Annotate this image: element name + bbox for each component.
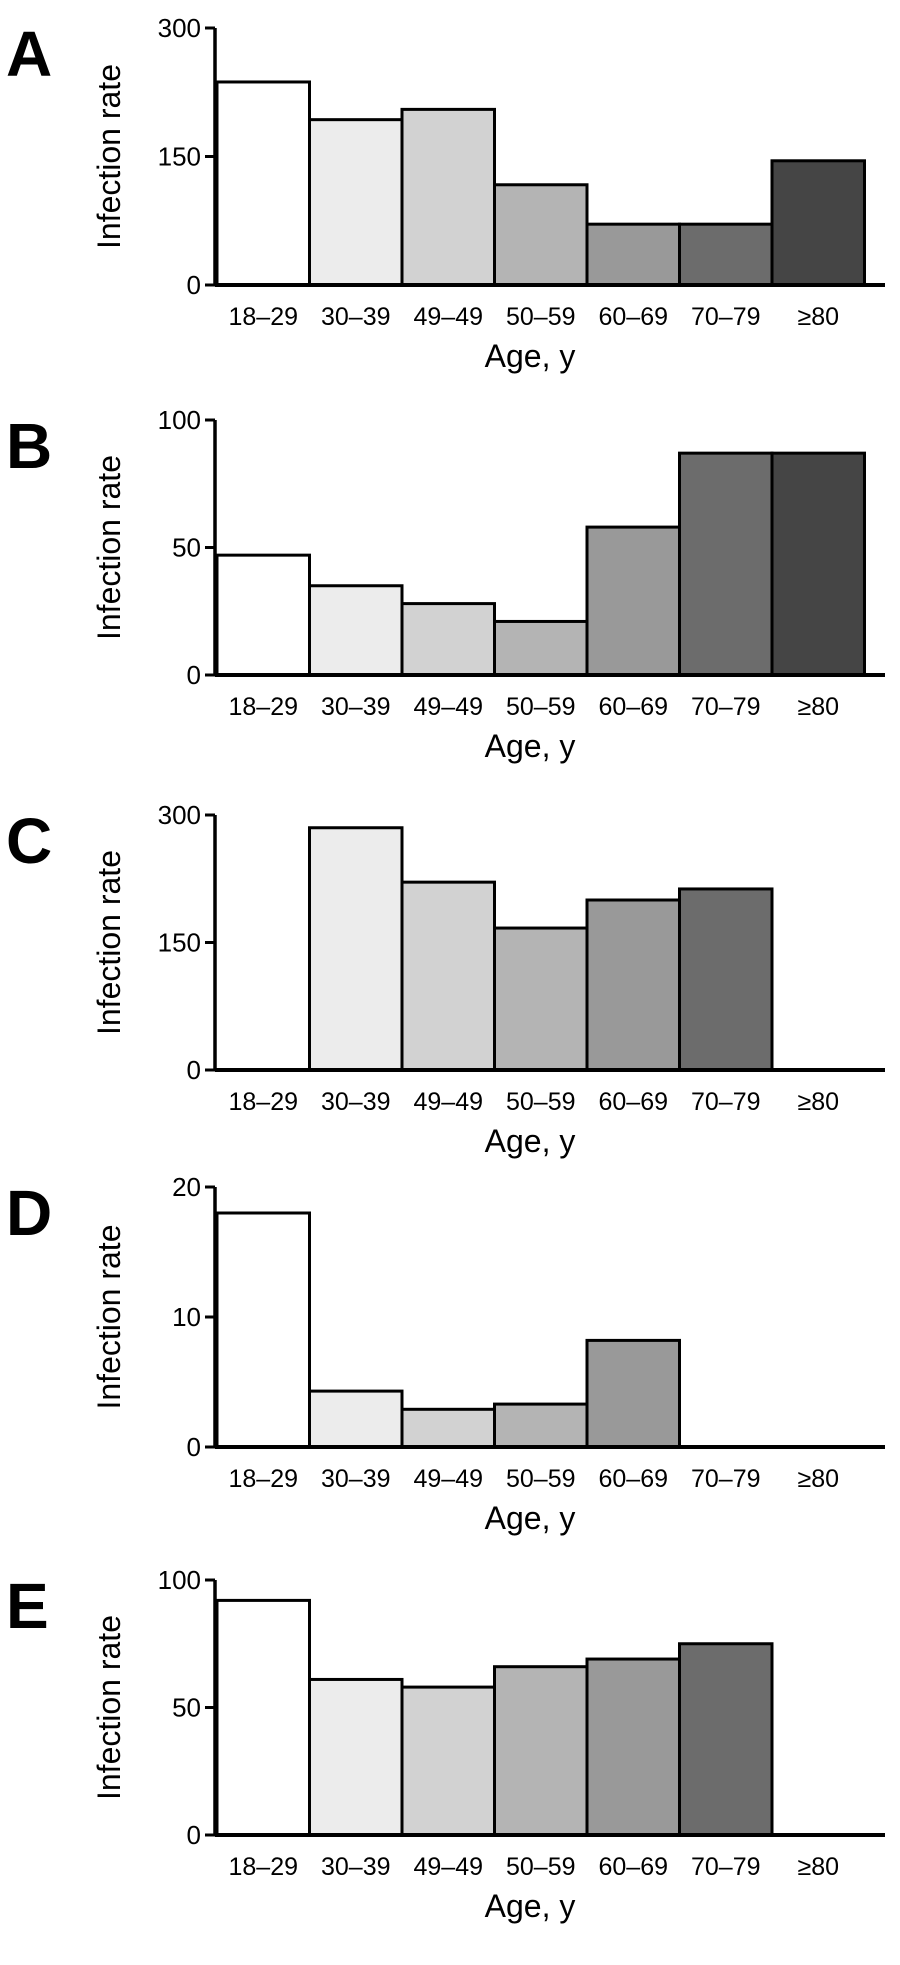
x-tick-label: 49–49 <box>413 693 483 721</box>
bar-30–39 <box>308 118 404 287</box>
bar-≥80 <box>770 159 866 287</box>
y-tick-label: 0 <box>187 660 201 690</box>
x-tick-label: ≥80 <box>797 693 839 721</box>
bar-70–79 <box>678 222 774 287</box>
bar-49–49 <box>400 880 496 1072</box>
x-tick-label: ≥80 <box>797 303 839 331</box>
x-tick-label: 49–49 <box>413 1088 483 1116</box>
x-tick-label: 18–29 <box>228 1853 298 1881</box>
x-tick-label: 60–69 <box>598 1088 668 1116</box>
x-axis-title: Age, y <box>485 338 576 374</box>
x-tick-label: 60–69 <box>598 1853 668 1881</box>
panel-letter: D <box>6 1177 52 1249</box>
bar-49–49 <box>400 1685 496 1837</box>
bar-60–69 <box>585 898 681 1072</box>
panel-letter: A <box>6 18 52 90</box>
x-tick-label: 18–29 <box>228 693 298 721</box>
bar-50–59 <box>493 1402 589 1449</box>
bar-49–49 <box>400 107 496 287</box>
x-tick-label: 30–39 <box>321 303 391 331</box>
bar-18–29 <box>215 1598 311 1837</box>
x-tick-label: 50–59 <box>506 303 576 331</box>
y-tick-label: 150 <box>158 928 201 958</box>
x-axis-title: Age, y <box>485 1123 576 1159</box>
bar-60–69 <box>585 525 681 677</box>
x-tick-label: ≥80 <box>797 1465 839 1493</box>
bar-49–49 <box>400 602 496 677</box>
x-tick-label: 18–29 <box>228 1465 298 1493</box>
x-tick-label: 18–29 <box>228 303 298 331</box>
y-tick-label: 50 <box>172 1693 201 1723</box>
x-tick-label: 18–29 <box>228 1088 298 1116</box>
x-tick-label: 60–69 <box>598 1465 668 1493</box>
bar-30–39 <box>308 1389 404 1449</box>
bar-60–69 <box>585 1338 681 1449</box>
x-tick-label: 50–59 <box>506 693 576 721</box>
y-axis-title: Infection rate <box>91 455 127 640</box>
x-tick-label: 30–39 <box>321 1853 391 1881</box>
x-axis-title: Age, y <box>485 728 576 764</box>
x-tick-label: 50–59 <box>506 1088 576 1116</box>
x-tick-label: 50–59 <box>506 1853 576 1881</box>
panel-letter: C <box>6 805 52 877</box>
x-axis-title: Age, y <box>485 1500 576 1536</box>
y-axis-title: Infection rate <box>91 64 127 249</box>
bar-≥80 <box>770 451 866 677</box>
x-tick-label: ≥80 <box>797 1088 839 1116</box>
bar-18–29 <box>215 80 311 287</box>
y-tick-label: 0 <box>187 1820 201 1850</box>
x-tick-label: 70–79 <box>691 303 761 331</box>
bar-50–59 <box>493 619 589 677</box>
y-tick-label: 0 <box>187 270 201 300</box>
bar-70–79 <box>678 1642 774 1837</box>
bar-30–39 <box>308 584 404 677</box>
x-tick-label: 49–49 <box>413 303 483 331</box>
bar-30–39 <box>308 1677 404 1837</box>
x-axis-title: Age, y <box>485 1888 576 1924</box>
y-tick-label: 100 <box>158 405 201 435</box>
y-tick-label: 0 <box>187 1055 201 1085</box>
x-tick-label: 30–39 <box>321 1465 391 1493</box>
panel-letter: E <box>6 1570 49 1642</box>
x-tick-label: 30–39 <box>321 1088 391 1116</box>
y-axis-title: Infection rate <box>91 1615 127 1800</box>
bar-70–79 <box>678 887 774 1072</box>
bar-49–49 <box>400 1407 496 1449</box>
x-tick-label: 49–49 <box>413 1465 483 1493</box>
bar-60–69 <box>585 222 681 287</box>
y-tick-label: 150 <box>158 142 201 172</box>
y-tick-label: 300 <box>158 13 201 43</box>
y-axis-title: Infection rate <box>91 850 127 1035</box>
x-tick-label: 70–79 <box>691 1853 761 1881</box>
x-tick-label: 50–59 <box>506 1465 576 1493</box>
y-tick-label: 20 <box>172 1172 201 1202</box>
x-tick-label: 60–69 <box>598 303 668 331</box>
y-tick-label: 0 <box>187 1432 201 1462</box>
y-tick-label: 50 <box>172 533 201 563</box>
bar-18–29 <box>215 553 311 677</box>
panel-letter: B <box>6 410 52 482</box>
bar-60–69 <box>585 1657 681 1837</box>
bar-30–39 <box>308 826 404 1072</box>
x-tick-label: ≥80 <box>797 1853 839 1881</box>
bar-70–79 <box>678 451 774 677</box>
x-tick-label: 70–79 <box>691 693 761 721</box>
bar-50–59 <box>493 926 589 1072</box>
bar-50–59 <box>493 183 589 287</box>
bar-50–59 <box>493 1665 589 1837</box>
x-tick-label: 49–49 <box>413 1853 483 1881</box>
bar-18–29 <box>215 1211 311 1449</box>
y-tick-label: 300 <box>158 800 201 830</box>
x-tick-label: 30–39 <box>321 693 391 721</box>
y-tick-label: 10 <box>172 1302 201 1332</box>
x-tick-label: 60–69 <box>598 693 668 721</box>
x-tick-label: 70–79 <box>691 1465 761 1493</box>
y-tick-label: 100 <box>158 1565 201 1595</box>
x-tick-label: 70–79 <box>691 1088 761 1116</box>
y-axis-title: Infection rate <box>91 1225 127 1410</box>
